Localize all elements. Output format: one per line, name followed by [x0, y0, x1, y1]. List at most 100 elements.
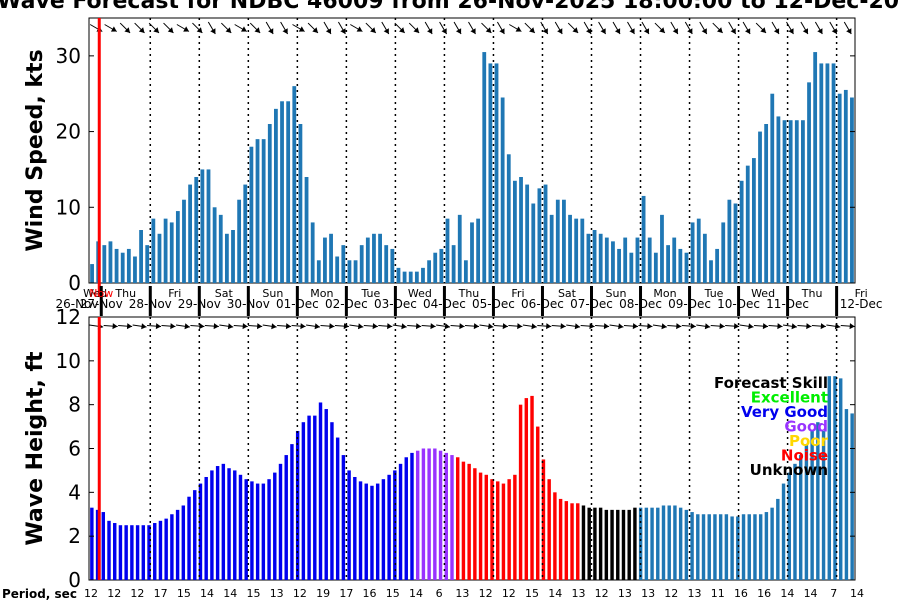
period-value: 17	[154, 587, 168, 600]
arrow-head	[325, 28, 332, 35]
wind-direction-arrow	[755, 22, 767, 34]
wave-bar	[153, 523, 157, 580]
period-value: 16	[734, 587, 748, 600]
arrow-head	[643, 28, 650, 35]
wind-direction-arrow	[104, 24, 117, 32]
arrow-head	[788, 28, 794, 35]
arrow-head	[124, 27, 131, 33]
period-value: 17	[339, 587, 353, 600]
day-date-label: 05-Dec	[472, 297, 515, 311]
wind-bar	[837, 93, 842, 283]
wave-direction-arrow	[667, 323, 682, 330]
wind-bar	[182, 199, 186, 283]
wave-bar	[130, 525, 134, 580]
wind-bar	[482, 52, 487, 284]
period-value: 13	[571, 587, 585, 600]
wind-bar	[280, 101, 284, 284]
arrow-head	[647, 323, 653, 330]
arrow-head	[427, 28, 433, 35]
arrow-head	[240, 26, 247, 32]
wind-bar	[347, 260, 352, 283]
wave-bar	[301, 422, 306, 580]
wind-bar	[353, 260, 358, 283]
wave-bar	[433, 448, 437, 580]
wave-bar	[701, 514, 706, 580]
wave-panel: 0 2 4 6 8 10 12 Wave Height, ft	[23, 305, 856, 592]
wave-bar	[267, 479, 271, 580]
arrow-head	[153, 27, 159, 33]
period-value: 13	[270, 587, 284, 600]
arrow-head	[716, 27, 723, 33]
wind-bar	[623, 237, 628, 283]
wave-bar	[404, 457, 408, 580]
arrow-head	[748, 323, 754, 330]
arrow-head	[586, 28, 592, 35]
day-name-label: Sat	[215, 287, 234, 300]
wind-direction-arrow	[350, 24, 363, 32]
wave-bar	[644, 507, 649, 580]
arrow-head	[704, 323, 711, 330]
wind-bar	[433, 252, 438, 283]
period-value: 16	[757, 587, 771, 600]
wind-bar	[617, 248, 621, 283]
wind-bar	[323, 237, 327, 283]
arrow-head	[701, 28, 707, 35]
period-value: 14	[780, 587, 794, 600]
wind-bar	[102, 245, 107, 283]
wind-bar	[243, 184, 248, 283]
wave-direction-arrow	[450, 323, 465, 330]
wind-direction-arrow	[424, 21, 433, 35]
wind-bar	[212, 207, 217, 283]
wind-ytick-label: 20	[56, 120, 81, 144]
day-date-label: 07-Dec	[570, 297, 613, 311]
wave-bar	[101, 512, 106, 580]
wind-bar	[341, 245, 346, 283]
wave-bar	[141, 525, 146, 580]
arrow-head	[632, 323, 638, 330]
wind-direction-arrow	[612, 21, 621, 35]
arrow-head	[415, 323, 422, 330]
wave-bar	[781, 483, 786, 580]
wind-bar	[592, 230, 597, 283]
arrow-head	[383, 28, 389, 35]
wind-bar	[255, 139, 260, 283]
wave-bar	[118, 525, 123, 580]
wave-bar	[604, 509, 609, 580]
period-value: 16	[363, 587, 377, 600]
wind-bar	[286, 101, 291, 284]
wave-bar	[375, 483, 380, 580]
day-date-label: 29-Nov	[178, 297, 221, 311]
wind-bar	[678, 248, 683, 283]
wave-ytick-label: 2	[68, 524, 81, 548]
wave-direction-arrow	[811, 323, 826, 330]
wave-bar	[576, 503, 580, 580]
wave-direction-arrow	[768, 323, 783, 330]
wind-bar	[500, 97, 505, 283]
wind-direction-arrow	[381, 21, 390, 35]
wind-bar	[770, 93, 775, 283]
wind-bar	[414, 271, 419, 283]
wind-bar	[390, 248, 395, 283]
legend-entry-very-good: Very Good	[741, 403, 828, 421]
wind-direction-arrow	[829, 21, 838, 35]
wave-bar	[313, 415, 317, 580]
wind-bar	[562, 199, 566, 283]
wind-bar	[200, 169, 205, 283]
wave-direction-arrow	[739, 323, 754, 330]
day-name-label: Wed	[83, 287, 107, 300]
wind-bar	[120, 252, 125, 283]
arrow-head	[846, 28, 852, 35]
wind-bar	[335, 256, 340, 283]
day-date-label: 09-Dec	[668, 297, 711, 311]
wave-bar	[690, 512, 694, 580]
day-name-label: Fri	[855, 287, 868, 300]
period-value: 14	[223, 587, 237, 600]
arrow-head	[676, 323, 682, 330]
wave-bar	[278, 463, 283, 580]
wind-bar	[292, 86, 297, 284]
wind-bar	[445, 218, 450, 283]
arrow-head	[441, 28, 447, 35]
arrow-head	[387, 323, 393, 330]
period-value: 13	[455, 587, 469, 600]
wind-direction-arrow	[728, 21, 737, 35]
